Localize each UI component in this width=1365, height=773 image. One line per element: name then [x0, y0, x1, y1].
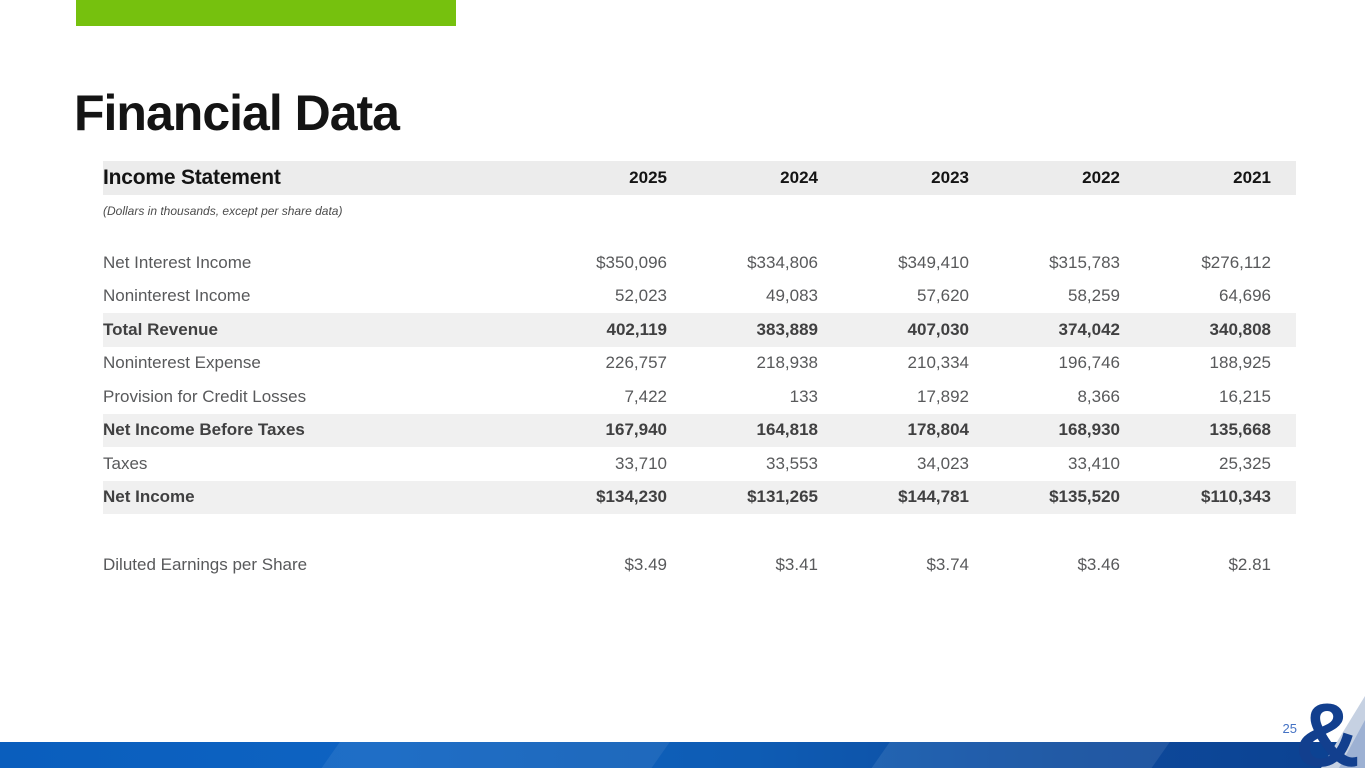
row-value: $349,410: [898, 252, 969, 272]
table-row: Net Income Before Taxes 167,940 164,818 …: [103, 413, 1296, 447]
row-value: $315,783: [1049, 252, 1120, 272]
table-row-eps: Diluted Earnings per Share $3.49 $3.41 $…: [103, 548, 1296, 582]
row-value: 164,818: [756, 420, 818, 440]
row-value: 210,334: [907, 353, 969, 373]
row-value: 188,925: [1209, 353, 1271, 373]
row-label: Provision for Credit Losses: [103, 386, 307, 406]
footer-bar: [0, 742, 1365, 768]
footer-wave-decoration: [315, 742, 675, 768]
column-header-year: 2023: [931, 168, 969, 187]
row-value: $350,096: [596, 252, 667, 272]
row-value: 52,023: [615, 286, 667, 306]
row-value: $3.74: [926, 554, 969, 574]
row-value: $3.46: [1077, 554, 1120, 574]
row-value: 7,422: [624, 386, 667, 406]
row-value: 17,892: [917, 386, 969, 406]
row-value: $3.41: [775, 554, 818, 574]
row-label: Net Income Before Taxes: [103, 420, 305, 440]
page-title: Financial Data: [74, 84, 400, 141]
row-value: 178,804: [907, 420, 969, 440]
income-statement-table: Income Statement 2025 2024 2023 2022 202…: [103, 161, 1296, 582]
row-value: 33,710: [615, 453, 667, 473]
table-row: Total Revenue 402,119 383,889 407,030 37…: [103, 313, 1296, 347]
table-spacer: [103, 514, 1296, 548]
column-header-year: 2022: [1082, 168, 1120, 187]
page-number: 25: [1282, 721, 1297, 736]
row-value: $3.49: [624, 554, 667, 574]
row-label: Taxes: [103, 453, 148, 473]
table-footnote: (Dollars in thousands, except per share …: [103, 204, 343, 218]
table-row: Provision for Credit Losses 7,422 133 17…: [103, 380, 1296, 414]
table-row: Net Income $134,230 $131,265 $144,781 $1…: [103, 480, 1296, 514]
row-value: $110,343: [1201, 487, 1271, 507]
row-label: Net Income: [103, 487, 195, 507]
row-label: Net Interest Income: [103, 252, 252, 272]
row-value: 196,746: [1058, 353, 1120, 373]
row-value: 64,696: [1219, 286, 1271, 306]
row-value: $334,806: [747, 252, 818, 272]
row-value: $135,520: [1049, 487, 1120, 507]
row-value: $276,112: [1201, 252, 1271, 272]
row-value: 218,938: [756, 353, 818, 373]
table-eps-row-host: Diluted Earnings per Share $3.49 $3.41 $…: [103, 548, 1296, 582]
row-value: 8,366: [1077, 386, 1120, 406]
ampersand-logo: &: [1295, 686, 1365, 773]
row-label: Noninterest Income: [103, 286, 251, 306]
row-label: Total Revenue: [103, 319, 218, 339]
row-value: 402,119: [606, 319, 667, 339]
row-value: $2.81: [1228, 554, 1271, 574]
logo-wave-mid: [1339, 720, 1365, 768]
row-value: 33,553: [766, 453, 818, 473]
table-row: Noninterest Income 52,023 49,083 57,620 …: [103, 280, 1296, 314]
row-value: 168,930: [1058, 420, 1120, 440]
row-value: 16,215: [1219, 386, 1271, 406]
row-value: 340,808: [1209, 319, 1271, 339]
table-title: Income Statement: [103, 166, 281, 189]
row-label: Noninterest Expense: [103, 353, 261, 373]
row-value: 135,668: [1209, 420, 1271, 440]
row-value: 383,889: [756, 319, 818, 339]
row-value: 407,030: [907, 319, 969, 339]
row-value: 58,259: [1068, 286, 1120, 306]
row-label: Diluted Earnings per Share: [103, 554, 308, 574]
row-value: 34,023: [917, 453, 969, 473]
table-header-row: Income Statement 2025 2024 2023 2022 202…: [103, 161, 1296, 195]
row-value: $131,265: [747, 487, 818, 507]
footer-wave-decoration: [865, 742, 1175, 768]
row-value: $134,230: [596, 487, 667, 507]
row-value: 226,757: [605, 353, 667, 373]
row-value: 33,410: [1068, 453, 1120, 473]
row-value: 57,620: [917, 286, 969, 306]
row-value: 167,940: [605, 420, 667, 440]
ampersand-glyph: &: [1295, 692, 1360, 768]
column-header-year: 2021: [1233, 168, 1271, 187]
row-value: 49,083: [766, 286, 818, 306]
column-header-year: 2024: [780, 168, 818, 187]
row-value: $144,781: [898, 487, 969, 507]
table-row: Noninterest Expense 226,757 218,938 210,…: [103, 347, 1296, 381]
table-row: Taxes 33,710 33,553 34,023 33,410 25,325: [103, 447, 1296, 481]
column-header-year: 2025: [629, 168, 667, 187]
accent-bar: [76, 0, 456, 26]
table-row: Net Interest Income $350,096 $334,806 $3…: [103, 246, 1296, 280]
row-value: 25,325: [1219, 453, 1271, 473]
row-value: 374,042: [1058, 319, 1120, 339]
table-rows: Net Interest Income $350,096 $334,806 $3…: [103, 246, 1296, 514]
row-value: 133: [789, 386, 818, 406]
